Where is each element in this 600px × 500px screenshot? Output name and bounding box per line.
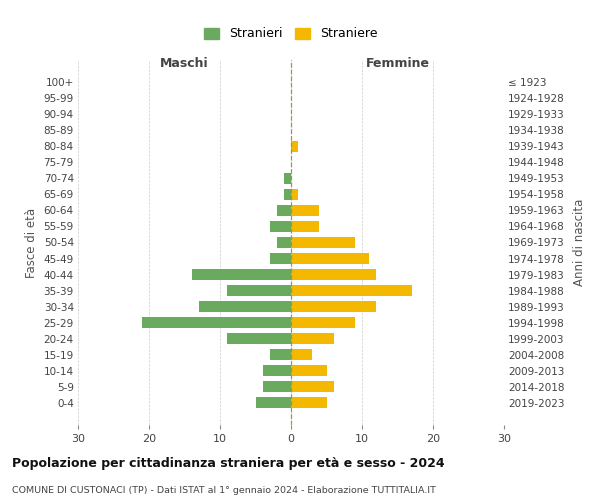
Bar [291,317,355,328]
Bar [291,269,376,280]
Bar [291,381,334,392]
Bar [291,349,313,360]
Bar [291,236,355,248]
Text: Popolazione per cittadinanza straniera per età e sesso - 2024: Popolazione per cittadinanza straniera p… [12,458,445,470]
Bar [199,301,291,312]
Bar [291,140,298,152]
Bar [291,301,376,312]
Bar [191,269,291,280]
Bar [277,204,291,216]
Bar [256,397,291,408]
Bar [263,381,291,392]
Bar [291,397,326,408]
Y-axis label: Anni di nascita: Anni di nascita [573,199,586,286]
Text: Maschi: Maschi [160,56,209,70]
Bar [291,252,369,264]
Bar [291,333,334,344]
Bar [263,365,291,376]
Bar [291,220,319,232]
Bar [291,365,326,376]
Bar [270,220,291,232]
Bar [291,285,412,296]
Bar [142,317,291,328]
Bar [270,349,291,360]
Bar [284,172,291,184]
Bar [227,285,291,296]
Bar [284,188,291,200]
Bar [227,333,291,344]
Bar [277,236,291,248]
Text: Femmine: Femmine [365,56,430,70]
Legend: Stranieri, Straniere: Stranieri, Straniere [199,22,383,46]
Y-axis label: Fasce di età: Fasce di età [25,208,38,278]
Bar [291,204,319,216]
Bar [291,188,298,200]
Text: COMUNE DI CUSTONACI (TP) - Dati ISTAT al 1° gennaio 2024 - Elaborazione TUTTITAL: COMUNE DI CUSTONACI (TP) - Dati ISTAT al… [12,486,436,495]
Bar [270,252,291,264]
